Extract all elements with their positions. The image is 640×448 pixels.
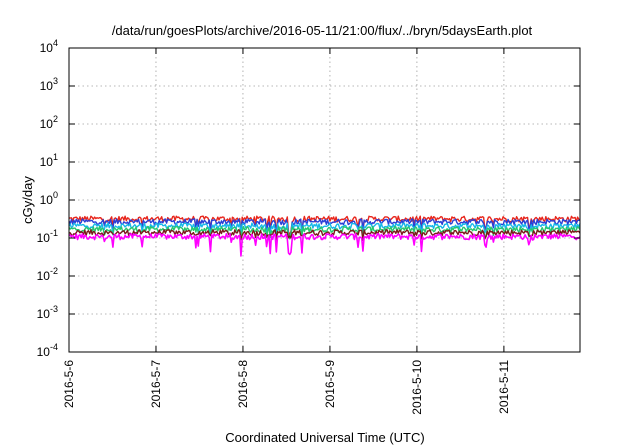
series-line: [68, 225, 581, 240]
x-tick-label: 2016-5-11: [497, 360, 511, 414]
y-axis-label: cGy/day: [20, 176, 35, 224]
y-tick-label: 104: [40, 38, 58, 55]
x-tick-label: 2016-5-9: [323, 360, 337, 408]
series-line: [68, 232, 581, 257]
y-tick-labels: 10-4 10-3 10-2 10-1 100 101 102 103 104: [37, 38, 58, 359]
y-tick-label: 101: [40, 152, 58, 169]
y-tick-label: 10-2: [37, 266, 58, 283]
x-tick-label: 2016-5-8: [236, 360, 250, 408]
x-tick-label: 2016-5-7: [149, 360, 163, 408]
series-line: [68, 229, 581, 241]
chart-title: /data/run/goesPlots/archive/2016-05-11/2…: [112, 23, 533, 38]
y-tick-label: 10-1: [37, 228, 58, 245]
series-line: [68, 218, 581, 237]
y-tick-label: 10-4: [37, 342, 58, 359]
y-tick-label: 10-3: [37, 304, 58, 321]
x-tick-label: 2016-5-10: [410, 360, 424, 415]
grid: [69, 48, 580, 352]
y-tick-label: 103: [40, 76, 58, 93]
ticks: [68, 47, 580, 353]
y-tick-label: 100: [40, 190, 58, 207]
series-lines: [68, 215, 581, 257]
x-tick-labels: 2016-5-6 2016-5-7 2016-5-8 2016-5-9 2016-5-1…: [62, 360, 511, 415]
y-tick-label: 102: [40, 114, 58, 131]
x-axis-label: Coordinated Universal Time (UTC): [225, 430, 424, 445]
x-tick-label: 2016-5-6: [62, 360, 76, 408]
